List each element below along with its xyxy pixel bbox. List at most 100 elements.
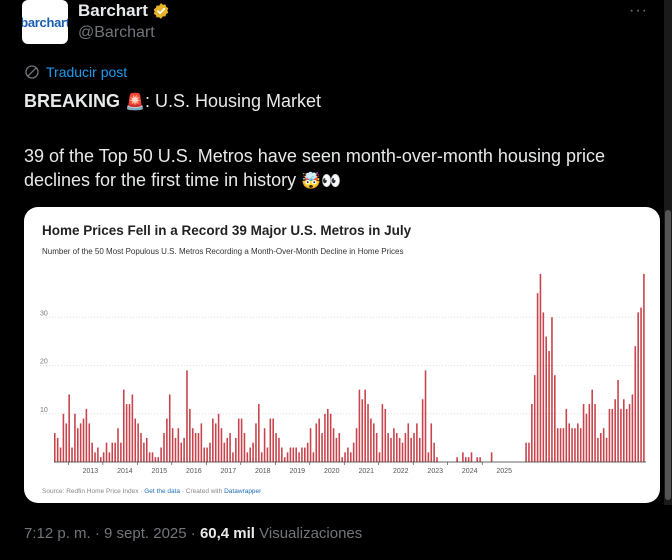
author-name-text[interactable]: Barchart xyxy=(78,1,148,20)
bar xyxy=(154,457,157,462)
bar xyxy=(329,413,332,462)
author-handle[interactable]: @Barchart xyxy=(78,24,155,41)
bar xyxy=(643,273,645,462)
bar xyxy=(533,375,536,462)
x-tick-label: 2013 xyxy=(83,468,99,475)
chart-subtitle: Number of the 50 Most Populous U.S. Metr… xyxy=(42,247,404,256)
y-tick-label: 20 xyxy=(40,359,48,366)
chart-image-card[interactable]: Home Prices Fell in a Record 39 Major U.… xyxy=(24,207,660,503)
bar xyxy=(278,437,280,463)
x-tick-label: 2024 xyxy=(462,468,478,475)
bar xyxy=(585,413,588,462)
bar xyxy=(352,442,355,462)
bar xyxy=(588,404,591,462)
bar xyxy=(579,428,582,462)
y-tick-label: 30 xyxy=(40,310,48,317)
bar xyxy=(542,312,545,462)
bar xyxy=(597,437,599,463)
bar xyxy=(120,442,122,462)
bar xyxy=(545,336,547,462)
x-tick-label: 2025 xyxy=(496,468,512,475)
tweet-body-text: 39 of the Top 50 U.S. Metros have seen m… xyxy=(24,146,605,190)
bar xyxy=(315,423,318,462)
bar xyxy=(105,442,108,462)
bar xyxy=(59,447,62,462)
bar xyxy=(304,447,306,462)
timestamp-text[interactable]: 7:12 p. m. · 9 sept. 2025 · xyxy=(24,525,200,542)
bar xyxy=(235,437,237,463)
bar xyxy=(324,413,326,462)
bar xyxy=(568,423,570,462)
bar xyxy=(554,375,556,462)
bar xyxy=(407,423,410,462)
bar xyxy=(186,370,188,462)
x-tick-label: 2021 xyxy=(358,468,374,475)
bar xyxy=(151,452,154,462)
bar-chart: 10 20 30 2013 2014 2015 2016 2017 2018 2019 2020 20… xyxy=(40,273,646,475)
bar xyxy=(65,423,68,462)
chart-source: Source: Redfin Home Price Index · Get th… xyxy=(42,488,261,495)
bar xyxy=(413,433,415,462)
avatar-logo-text: barchart xyxy=(22,14,68,30)
bar xyxy=(108,452,111,462)
bar xyxy=(634,346,637,462)
bar xyxy=(395,433,398,462)
x-tick-label: 2018 xyxy=(255,468,271,475)
bar xyxy=(223,442,226,462)
author-name[interactable]: Barchart xyxy=(78,1,170,21)
bar xyxy=(74,413,76,462)
bar xyxy=(191,428,194,462)
breaking-label: BREAKING xyxy=(24,91,121,111)
bar xyxy=(548,351,550,462)
bar xyxy=(177,428,180,462)
bar xyxy=(237,418,240,462)
bar xyxy=(260,452,263,462)
headline-rest: : U.S. Housing Market xyxy=(144,91,322,111)
tweet-timestamp: 7:12 p. m. · 9 sept. 2025 · 60,4 mil Vis… xyxy=(24,525,362,542)
avatar[interactable]: barchart xyxy=(22,0,68,44)
bar xyxy=(462,452,464,462)
tweet-body: 39 of the Top 50 U.S. Metros have seen m… xyxy=(24,144,644,194)
bar xyxy=(269,418,272,462)
bar xyxy=(94,452,96,462)
bar xyxy=(226,437,229,463)
bar xyxy=(240,418,243,462)
bar xyxy=(332,428,335,462)
bar xyxy=(137,423,139,462)
x-tick-label: 2022 xyxy=(393,468,409,475)
bar xyxy=(623,399,625,462)
bar xyxy=(62,413,65,462)
more-options-icon[interactable]: ··· xyxy=(629,2,648,19)
bar xyxy=(476,457,479,462)
bar xyxy=(525,442,527,462)
bar xyxy=(266,447,269,462)
bar xyxy=(571,428,573,462)
bar xyxy=(97,447,99,462)
bar xyxy=(620,408,622,462)
tweet-body-emojis: 🤯👀 xyxy=(301,173,341,190)
bar xyxy=(68,394,70,462)
translate-post-link[interactable]: Traducir post xyxy=(24,64,127,80)
bar xyxy=(418,437,421,463)
bar xyxy=(582,404,585,462)
bar xyxy=(163,433,165,462)
x-tick-label: 2017 xyxy=(221,468,237,475)
bar xyxy=(174,437,177,463)
bar xyxy=(160,447,162,462)
bar xyxy=(295,447,297,462)
bar xyxy=(602,428,605,462)
bar xyxy=(318,418,320,462)
views-label: Visualizaciones xyxy=(254,525,363,542)
bar xyxy=(194,433,197,462)
translate-label[interactable]: Traducir post xyxy=(46,64,128,80)
bar xyxy=(203,447,206,462)
scrollbar-thumb[interactable] xyxy=(665,210,671,500)
get-data-link[interactable]: Get the data xyxy=(144,488,181,495)
bar xyxy=(79,423,82,462)
bar xyxy=(217,413,220,462)
datawrapper-link[interactable]: Datawrapper xyxy=(224,488,262,495)
bar xyxy=(134,418,137,462)
bar xyxy=(591,389,593,463)
bar xyxy=(338,433,341,462)
tweet-headline: BREAKING 🚨: U.S. Housing Market xyxy=(24,90,321,114)
